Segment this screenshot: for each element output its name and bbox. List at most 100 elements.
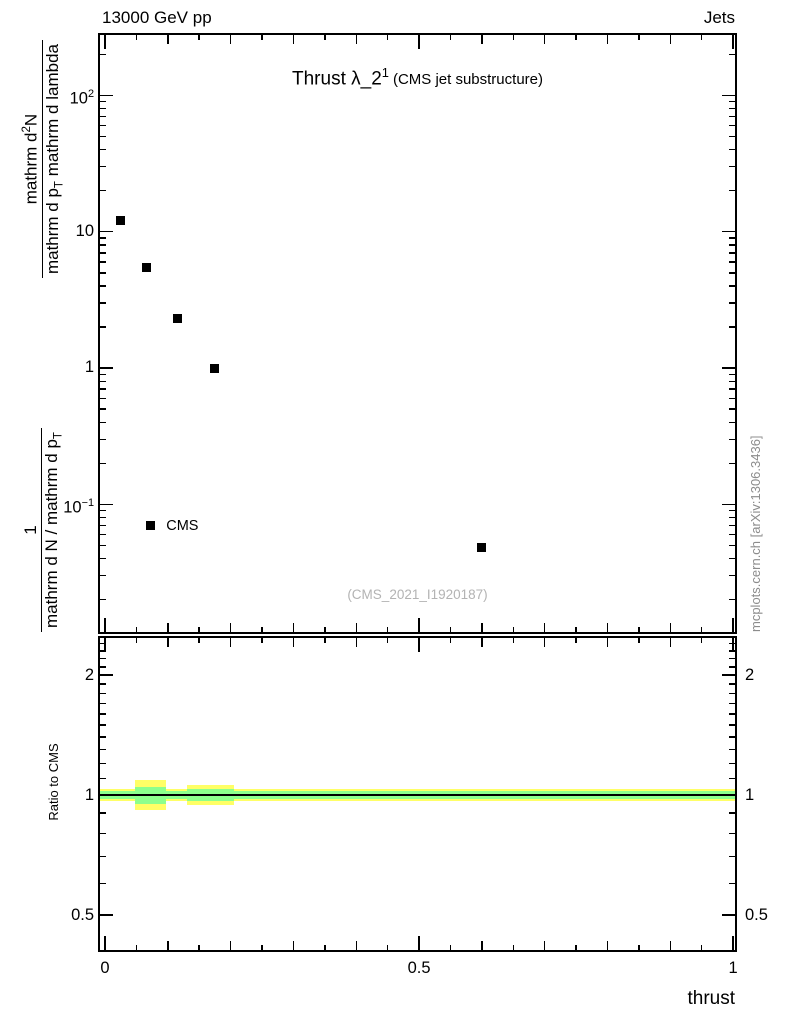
y-tick — [100, 762, 106, 765]
y-tick — [100, 285, 106, 287]
y-tick — [100, 692, 106, 695]
y-tick — [100, 574, 106, 577]
y-tick — [729, 408, 735, 410]
y-tick — [729, 326, 735, 328]
y-tick — [729, 421, 735, 424]
y-tick-label-exponent: 2 — [87, 88, 94, 101]
x-tick — [418, 638, 420, 652]
y-tick-major — [100, 94, 113, 97]
y-tick — [100, 642, 106, 645]
y-tick — [100, 855, 106, 858]
ratio-y-tick-label-left: 0.5 — [71, 905, 94, 924]
x-tick — [669, 941, 672, 950]
y-tick — [100, 261, 106, 263]
ratio-y-tick-label-right: 1 — [745, 786, 755, 805]
x-tick — [481, 638, 483, 647]
y-tick — [100, 326, 106, 328]
x-tick — [229, 35, 232, 44]
x-tick — [575, 638, 577, 643]
x-tick — [386, 945, 389, 950]
y-tick — [729, 124, 735, 127]
y-tick — [100, 135, 106, 138]
y-tick — [729, 702, 735, 705]
y-tick — [729, 832, 735, 835]
x-tick-label: 0 — [100, 959, 110, 977]
y-axis-frac2-num-rest: N — [21, 113, 41, 127]
y-tick — [729, 557, 735, 560]
y-tick — [100, 53, 106, 56]
x-tick — [481, 623, 483, 632]
y-tick — [729, 762, 735, 765]
y-tick-major — [100, 674, 113, 676]
y-tick — [100, 408, 106, 410]
x-tick — [198, 627, 200, 632]
x-tick — [229, 638, 232, 647]
x-tick — [700, 638, 703, 643]
x-tick — [543, 35, 546, 44]
y-axis-label: 1 mathrm d N / mathrm d pT mathrm d2N ma… — [20, 40, 66, 632]
y-axis-frac1-den-base: mathrm d N / mathrm d p — [42, 439, 62, 628]
x-tick — [229, 941, 232, 950]
x-tick — [261, 945, 263, 950]
x-tick — [575, 945, 577, 950]
y-axis-label-fraction-1: 1 mathrm d N / mathrm d pT — [21, 428, 65, 632]
y-tick — [729, 812, 735, 814]
y-tick — [729, 53, 735, 56]
y-tick — [729, 713, 735, 715]
y-tick-major — [722, 230, 735, 233]
x-tick — [449, 945, 452, 950]
y-axis-frac2-num-sup: 2 — [20, 126, 33, 133]
x-tick — [261, 627, 263, 632]
x-tick — [418, 936, 420, 950]
y-tick — [729, 135, 735, 138]
y-tick — [729, 261, 735, 263]
y-axis-frac1-numerator: 1 — [21, 525, 41, 535]
y-tick — [729, 285, 735, 287]
ratio-y-tick-label-right: 2 — [745, 666, 755, 685]
y-tick — [100, 832, 106, 835]
x-tick — [449, 627, 452, 632]
x-tick — [324, 945, 326, 950]
y-tick — [729, 855, 735, 858]
x-tick — [700, 35, 703, 40]
y-tick — [100, 509, 106, 512]
y-tick — [100, 724, 106, 726]
y-tick-major — [722, 674, 735, 676]
x-tick — [732, 35, 734, 49]
x-tick — [669, 623, 672, 632]
x-tick — [292, 623, 295, 632]
y-tick — [729, 115, 735, 118]
y-tick — [729, 302, 735, 304]
y-tick — [100, 748, 106, 751]
y-axis-frac2-den-sub: T — [53, 181, 66, 189]
x-tick — [481, 941, 483, 950]
ratio-y-tick-label-left: 1 — [84, 786, 94, 805]
y-tick-label: 1 — [52, 357, 94, 377]
y-tick — [100, 397, 106, 400]
y-tick — [100, 302, 106, 304]
x-tick — [669, 638, 672, 647]
x-tick — [355, 638, 357, 647]
header-beam-energy: 13000 GeV pp — [102, 8, 212, 27]
x-tick — [418, 618, 420, 632]
y-tick — [100, 812, 106, 814]
y-tick — [729, 882, 735, 885]
x-tick — [104, 936, 106, 950]
x-tick — [543, 638, 546, 647]
y-tick — [100, 650, 106, 652]
x-tick — [732, 638, 734, 652]
y-tick — [729, 462, 735, 465]
x-tick — [575, 627, 577, 632]
y-tick — [100, 666, 106, 668]
y-tick — [100, 657, 106, 660]
x-tick — [543, 941, 546, 950]
y-tick — [729, 388, 735, 390]
x-tick — [104, 618, 106, 632]
y-tick — [729, 237, 735, 239]
y-tick — [100, 438, 106, 441]
y-tick — [100, 736, 106, 738]
y-tick — [729, 657, 735, 660]
y-tick — [729, 516, 735, 519]
y-tick — [729, 598, 735, 601]
